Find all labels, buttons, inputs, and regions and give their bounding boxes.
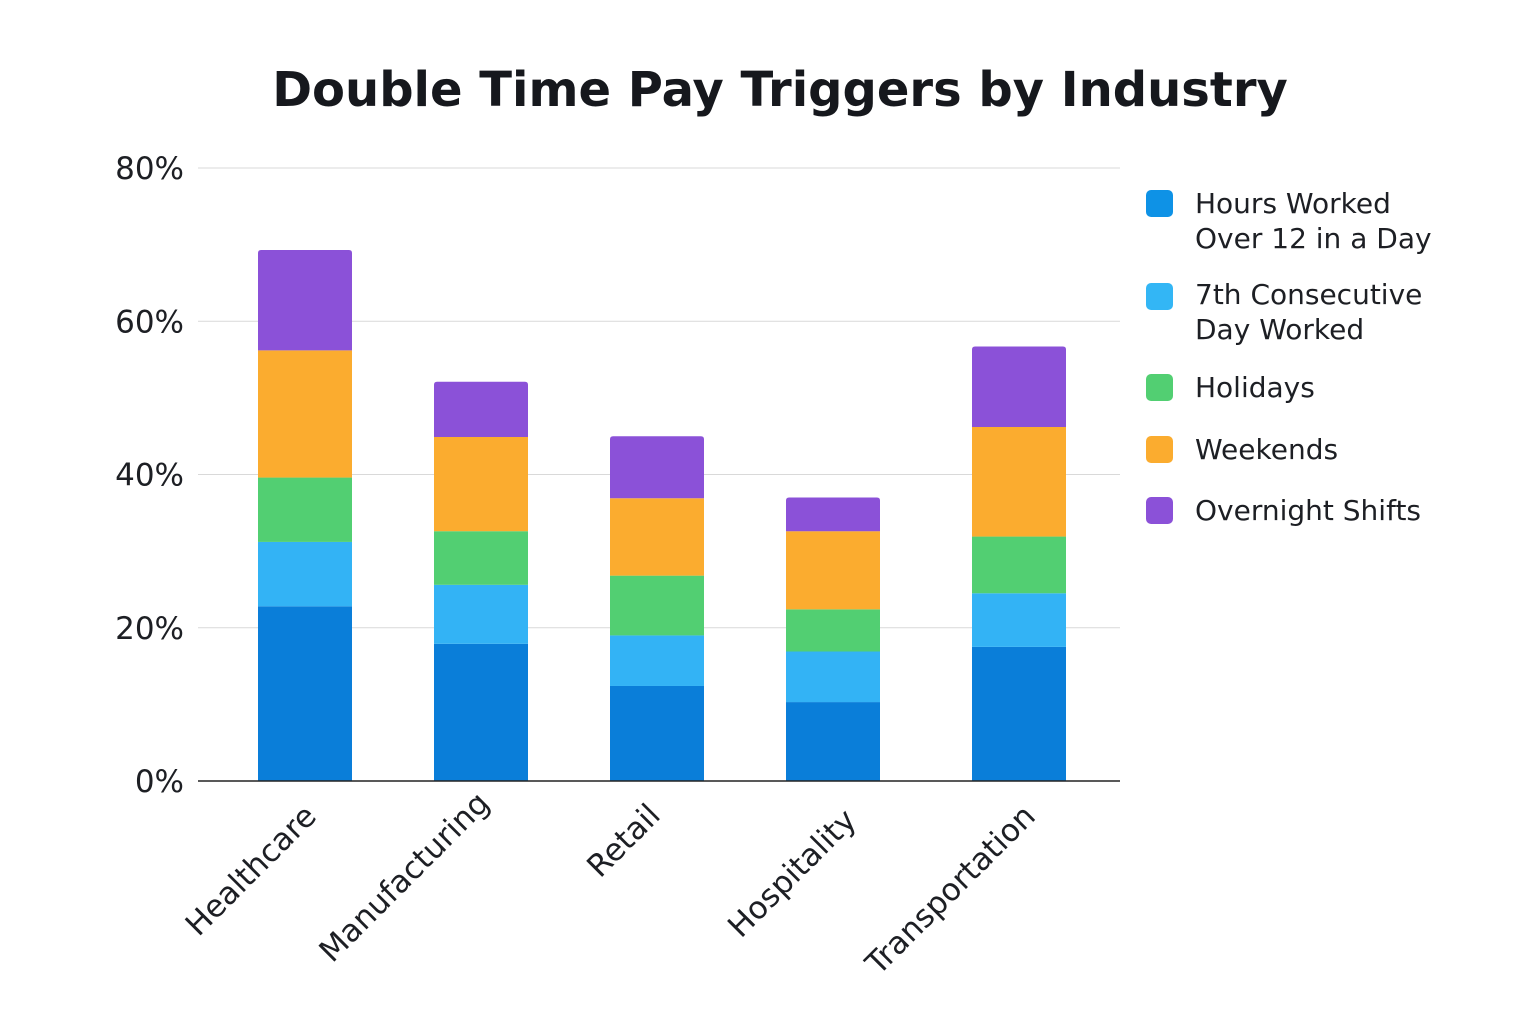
y-tick-label: 20% [115,611,184,647]
bar-segment-weekends [610,498,704,576]
legend-label: Holidays [1195,371,1315,404]
x-category-label: Manufacturing [312,785,496,969]
bar-segment-weekends [972,426,1066,537]
bar-segment-weekends [258,350,352,478]
bar-segment-7th-consecutive-day-worked [258,541,352,607]
bar-segment-7th-consecutive-day-worked [972,593,1066,647]
x-category-label: Healthcare [179,798,324,943]
x-category-label: Transportation [858,798,1042,982]
bar-segment-hours-worked-over-12-in-a-day [258,606,352,781]
bar-segment-overnight-shifts [972,346,1066,427]
legend-swatch [1146,283,1173,310]
y-tick-label: 80% [115,151,184,187]
bar-segment-hours-worked-over-12-in-a-day [434,643,528,781]
y-tick-label: 60% [115,304,184,340]
bar-segment-holidays [610,575,704,636]
bar-segment-holidays [786,609,880,652]
bar-segment-overnight-shifts [610,436,704,499]
y-tick-label: 40% [115,458,184,494]
bar-segment-holidays [258,477,352,542]
legend-swatch [1146,497,1173,524]
y-axis-ticks: 0% 20% 40% 60% 80% [115,151,184,800]
legend-item: Weekends [1146,433,1338,466]
x-category-label: Hospitality [721,802,864,945]
bar-segment-7th-consecutive-day-worked [434,584,528,644]
legend-item: Overnight Shifts [1146,494,1421,527]
bar-segment-weekends [786,531,880,610]
y-tick-label: 0% [135,764,184,800]
bars [258,249,1066,781]
legend-label: Weekends [1195,433,1338,466]
bar-segment-overnight-shifts [258,249,352,351]
legend-label: 7th Consecutive [1195,278,1422,311]
bar-segment-overnight-shifts [434,381,528,437]
x-category-label: Retail [580,797,667,884]
legend-swatch [1146,190,1173,217]
bar-segment-hours-worked-over-12-in-a-day [786,702,880,781]
chart-title: Double Time Pay Triggers by Industry [272,62,1288,118]
bar-stack-retail [610,436,704,781]
bar-stack-healthcare [258,249,352,781]
legend-item: Holidays [1146,371,1315,404]
bar-segment-holidays [972,536,1066,594]
legend-label: Hours Worked [1195,187,1391,220]
legend-swatch [1146,436,1173,463]
bar-segment-overnight-shifts [786,497,880,532]
bar-stack-manufacturing [434,381,528,781]
bar-segment-hours-worked-over-12-in-a-day [610,685,704,781]
legend-label: Day Worked [1195,313,1364,346]
bar-segment-7th-consecutive-day-worked [610,635,704,686]
legend-label: Overnight Shifts [1195,494,1421,527]
bar-stack-transportation [972,346,1066,781]
bar-segment-hours-worked-over-12-in-a-day [972,646,1066,781]
legend-label: Over 12 in a Day [1195,222,1432,255]
bar-stack-hospitality [786,497,880,781]
legend-swatch [1146,374,1173,401]
bar-segment-weekends [434,436,528,532]
bar-segment-holidays [434,531,528,585]
bar-segment-7th-consecutive-day-worked [786,651,880,703]
